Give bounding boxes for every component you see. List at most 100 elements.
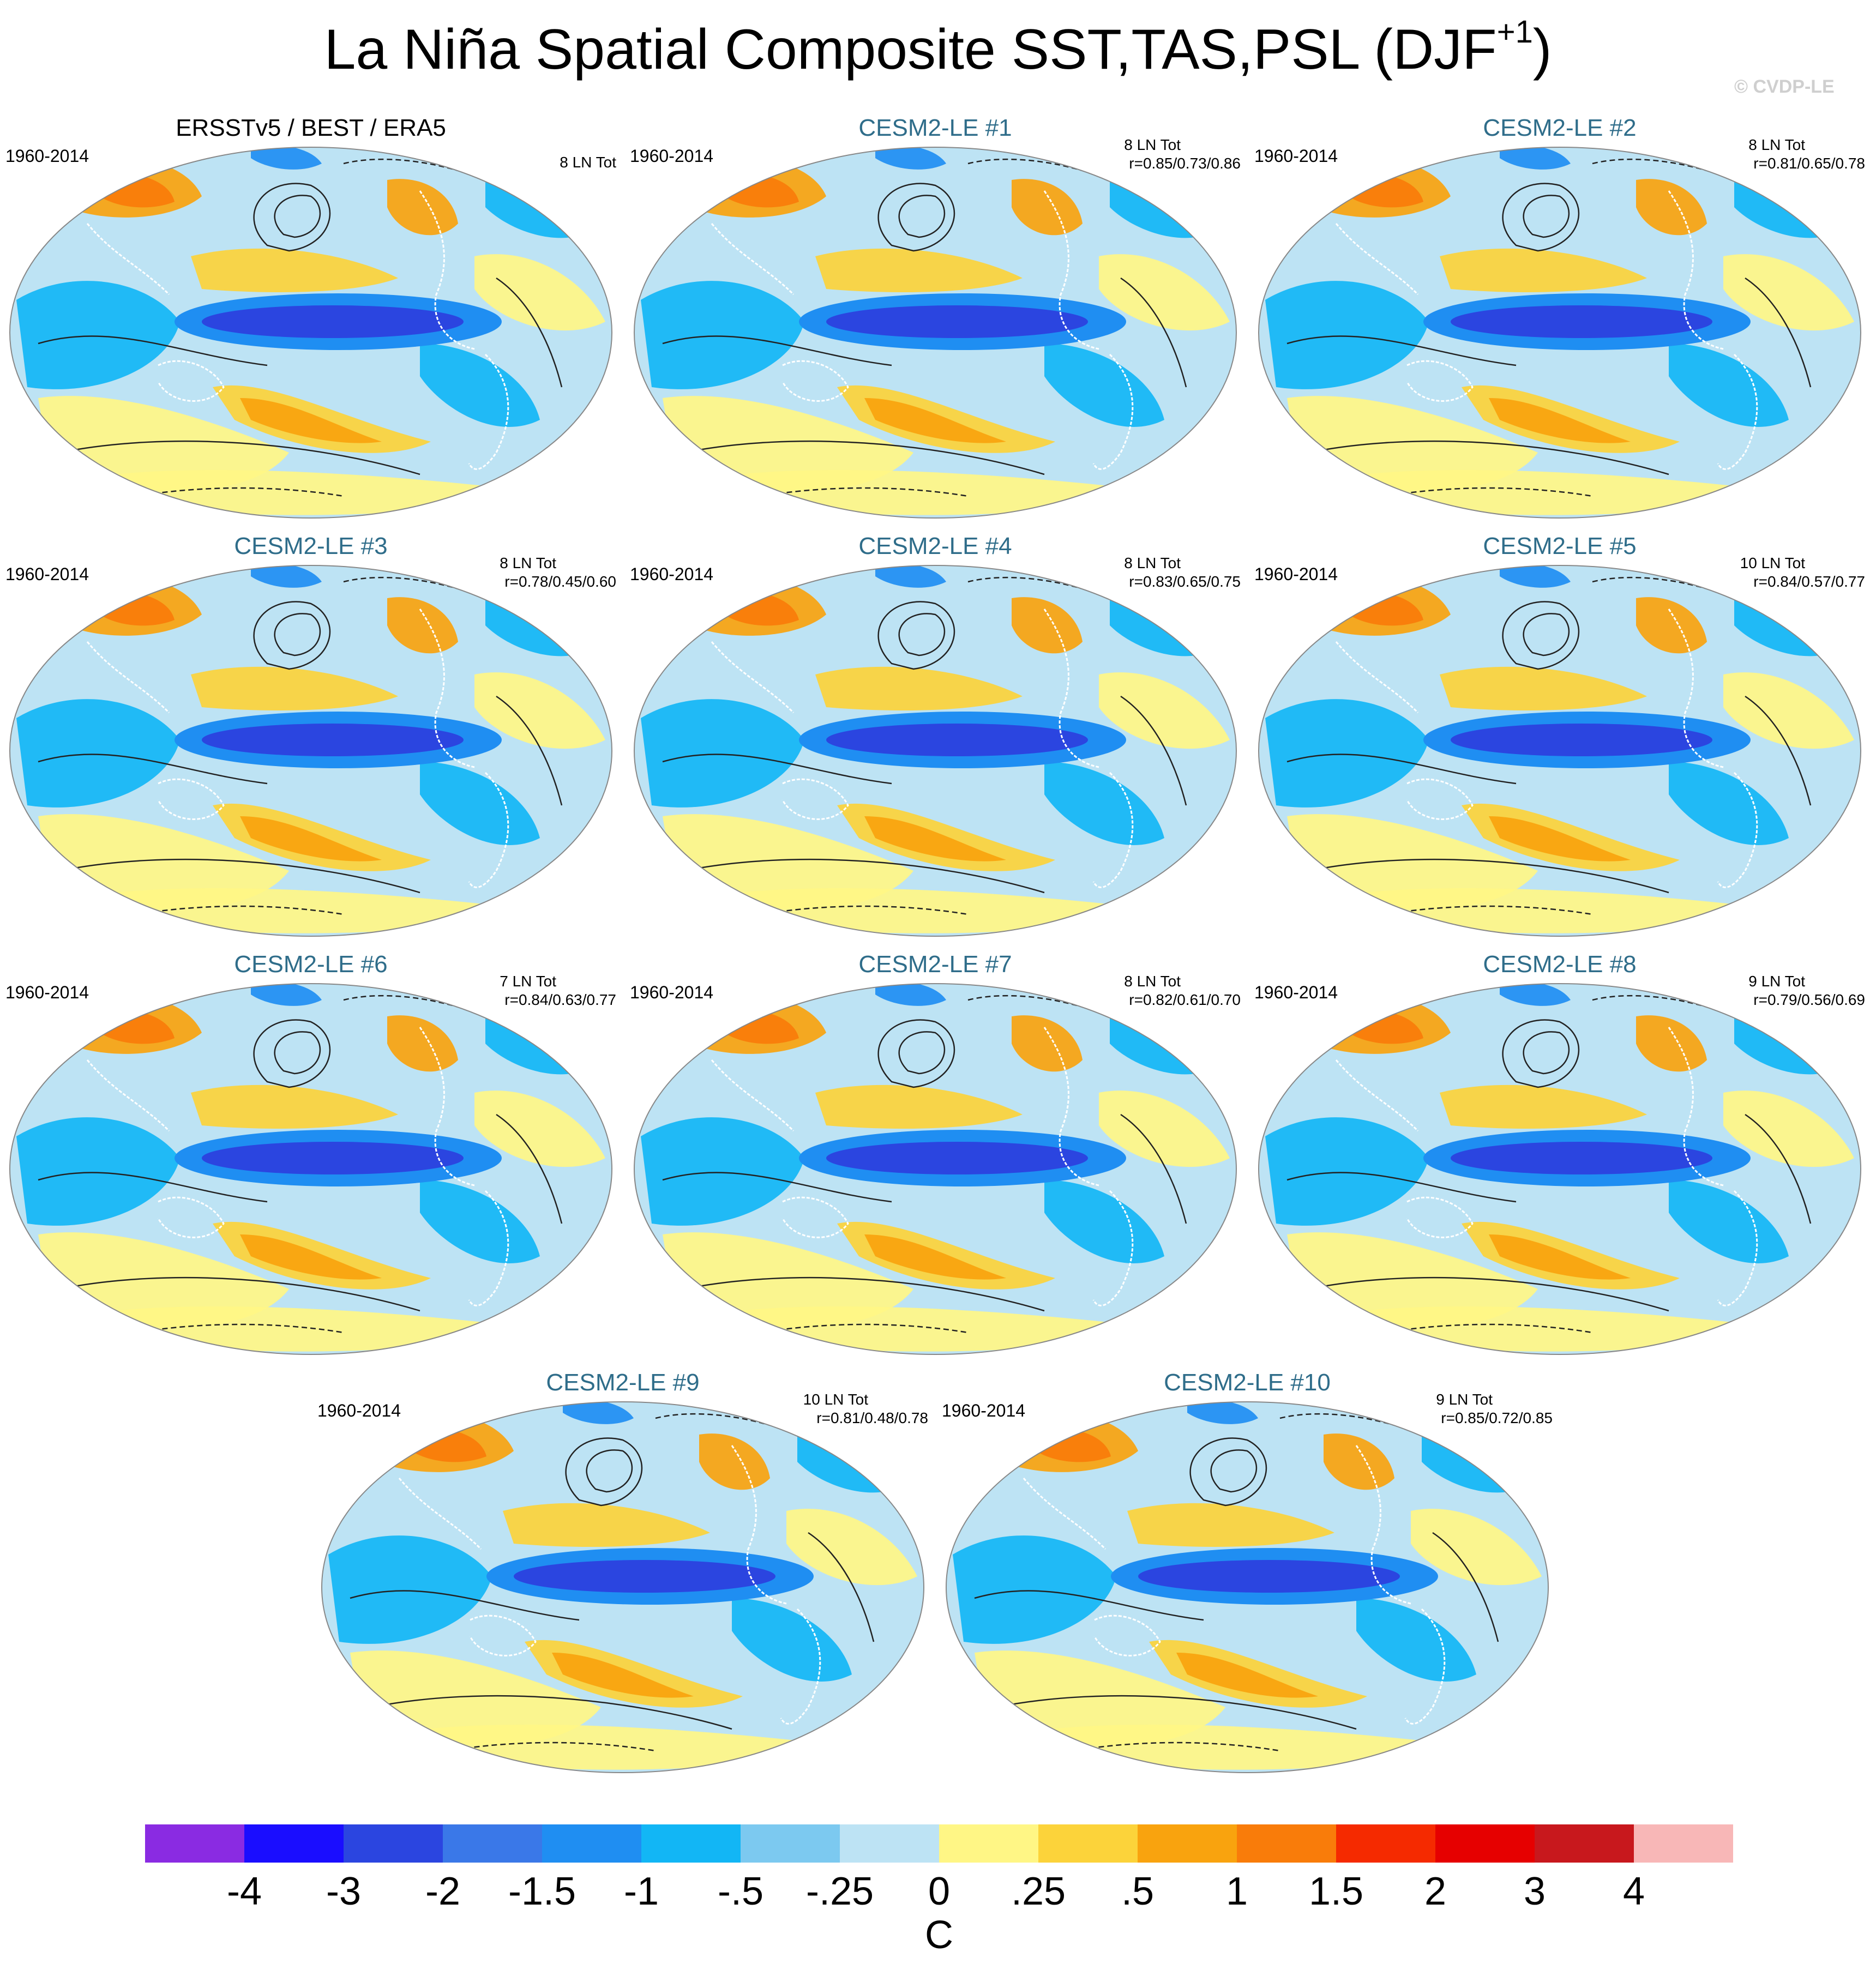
map-svg [634,565,1237,937]
map-outline [946,1401,1549,1773]
map-panel: CESM2-LE #8 1960-2014 9 LN Tot r=0.79/0.56/… [1254,951,1865,1365]
anomaly-patch [16,699,180,808]
colorbar-swatch [344,1824,443,1863]
anomaly-patch [1265,1117,1429,1226]
map-outline [9,983,612,1355]
pressure-contour [586,1449,633,1493]
coastline [1043,1027,1099,1186]
colorbar-tick-label: -1 [623,1870,659,1913]
pressure-contour [877,601,955,670]
anomaly-patch [552,1653,694,1698]
colorbar-tick-label: 3 [1523,1870,1546,1913]
panel-period: 1960-2014 [1254,146,1338,166]
map-outline [1258,147,1861,519]
anomaly-patch [240,398,382,443]
coastline [1355,1445,1411,1605]
panel-title: CESM2-LE #7 [858,951,1012,978]
cold-tongue-core [1451,724,1712,756]
map-panel: CESM2-LE #4 1960-2014 8 LN Tot r=0.83/0.65/… [630,533,1241,947]
anomaly-patch [191,1085,398,1129]
anomaly-patch [16,281,180,389]
map-outline [634,147,1237,519]
colorbar-units: C [925,1913,953,1957]
panel-correlation: r=0.82/0.61/0.70 [1129,991,1241,1008]
anomaly-patch [864,398,1006,443]
anomaly-patch [875,984,946,1006]
pressure-contour [967,995,1121,1023]
panel-title: ERSSTv5 / BEST / ERA5 [176,115,446,141]
coastline [468,353,509,470]
colorbar-swatch [1038,1824,1138,1863]
anomaly-patch [1411,1509,1542,1586]
pressure-contour [898,613,945,656]
colorbar-tick-label: -.25 [805,1870,874,1913]
cold-tongue-core [1138,1560,1400,1593]
anomaly-patch [240,816,382,861]
coastline [1043,609,1099,768]
pressure-contour [684,440,1045,475]
pressure-contour [343,576,497,605]
pressure-contour [684,1276,1045,1312]
coastline [731,1445,787,1605]
colorbar-swatch [1237,1824,1337,1863]
pressure-contour [1308,858,1669,894]
anomaly-patch [420,344,540,427]
pressure-contour [684,858,1045,894]
coastline [86,641,170,714]
coastline [781,778,849,820]
pressure-contour [898,195,945,238]
map-outline [321,1401,924,1773]
colorbar-tick-label: 4 [1622,1870,1645,1913]
pressure-contour [1502,1019,1580,1088]
map-svg [9,565,612,937]
map-svg [1258,565,1861,937]
anomaly-patch [1723,254,1854,331]
anomaly-patch [1440,666,1647,710]
anomaly-patch [1636,179,1707,236]
panel-correlation: r=0.81/0.65/0.78 [1753,155,1865,172]
cold-tongue-core [202,305,464,338]
pressure-contour [655,1413,809,1441]
pressure-contour [760,1323,969,1334]
anomaly-patch [474,254,605,331]
anomaly-patch [699,1433,770,1490]
panel-period: 1960-2014 [1254,983,1338,1002]
map-panel: CESM2-LE #6 1960-2014 7 LN Tot r=0.84/0.63/… [5,951,616,1365]
coastline [711,223,795,296]
colorbar-swatch [542,1824,642,1863]
panel-event-count: 8 LN Tot [1748,136,1805,153]
cold-tongue-core [826,724,1088,756]
panel-title: CESM2-LE #1 [858,115,1012,141]
anomaly-patch [1489,398,1631,443]
pressure-contour [274,195,321,238]
map-panel: CESM2-LE #5 1960-2014 10 LN Tot r=0.84/0.57… [1254,533,1865,947]
anomaly-patch [1500,984,1571,1006]
panel-title: CESM2-LE #2 [1483,115,1637,141]
figure-title-superscript: +1 [1496,14,1533,50]
colorbar-tick-label: -4 [226,1870,262,1913]
coastline [1335,641,1419,714]
anomaly-patch [251,984,322,1006]
anomaly-patch [1440,248,1647,292]
panel-event-count: 8 LN Tot [1124,555,1181,571]
pressure-contour [1745,695,1812,806]
colorbar-tick-label: .25 [1011,1870,1066,1913]
anomaly-patch [1669,762,1789,845]
panel-title: CESM2-LE #10 [1164,1369,1331,1396]
coastline [1406,360,1474,402]
panel-event-count: 9 LN Tot [1748,973,1805,990]
anomaly-patch [815,248,1023,292]
panel-correlation: r=0.85/0.73/0.86 [1129,155,1241,172]
anomaly-patch [864,816,1006,861]
coastline [157,778,225,820]
colorbar-tick-label: -2 [425,1870,461,1913]
anomaly-patch [1669,344,1789,427]
pressure-contour [1072,1742,1280,1752]
anomaly-patch [1723,1091,1854,1167]
cold-tongue-core [826,305,1088,338]
pressure-contour [967,158,1121,186]
pressure-contour [565,1437,643,1507]
pressure-contour [1745,1113,1812,1224]
pressure-contour [274,1031,321,1075]
coastline [468,772,509,888]
